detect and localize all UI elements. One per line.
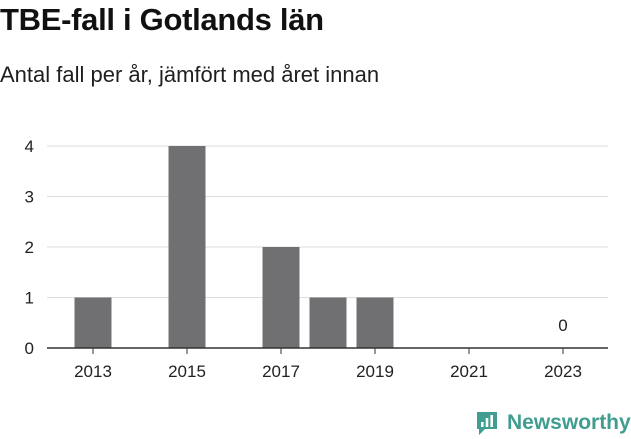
bars — [74, 146, 394, 348]
newsworthy-logo-icon — [477, 412, 497, 435]
y-tick-label-3: 3 — [25, 188, 34, 207]
x-tick-label-2015: 2015 — [168, 362, 206, 381]
tick-labels: 0 1 2 3 4 2013 2015 2017 2019 2021 2023 0 — [25, 137, 582, 381]
chart-title: TBE-fall i Gotlands län — [0, 2, 324, 37]
y-tick-label-4: 4 — [25, 137, 34, 156]
bar-2013 — [74, 297, 112, 348]
gridlines — [47, 145, 608, 298]
y-tick-label-0: 0 — [25, 339, 34, 358]
x-tick-label-2023: 2023 — [544, 362, 582, 381]
y-tick-label-1: 1 — [25, 289, 34, 308]
axes — [47, 347, 608, 354]
bar-2017 — [262, 247, 300, 348]
bar-2015 — [168, 146, 206, 348]
brand-logo: Newsworthy — [475, 408, 631, 438]
x-tick-label-2013: 2013 — [74, 362, 112, 381]
x-tick-label-2019: 2019 — [356, 362, 394, 381]
y-tick-label-2: 2 — [25, 238, 34, 257]
bar-2019 — [356, 297, 394, 348]
data-label-2023: 0 — [558, 316, 567, 335]
x-tick-label-2021: 2021 — [450, 362, 488, 381]
bar-2018 — [309, 297, 347, 348]
brand-name: Newsworthy — [507, 411, 631, 434]
chart-subtitle: Antal fall per år, jämfört med året inna… — [0, 62, 380, 87]
x-tick-label-2017: 2017 — [262, 362, 300, 381]
